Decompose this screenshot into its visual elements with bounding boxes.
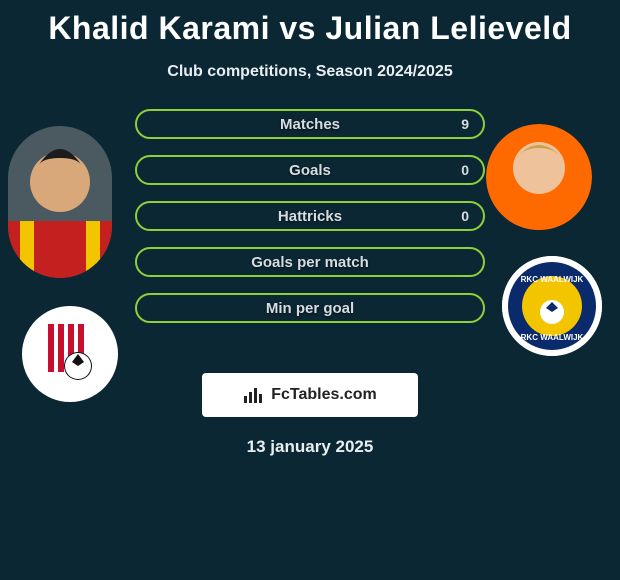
- player-left-portrait: [8, 126, 112, 278]
- stat-value: 9: [461, 116, 469, 132]
- svg-text:RKC WAALWIJK: RKC WAALWIJK: [521, 333, 584, 342]
- stat-bar: Matches 9: [135, 109, 485, 139]
- stat-label: Hattricks: [278, 208, 342, 225]
- stat-label: Min per goal: [266, 300, 354, 317]
- stat-value: 0: [461, 162, 469, 178]
- stat-bar: Goals 0: [135, 155, 485, 185]
- player-right-club-crest: RKC WAALWIJK RKC WAALWIJK: [502, 256, 602, 356]
- stat-bar: Hattricks 0: [135, 201, 485, 231]
- stat-label: Matches: [280, 116, 340, 133]
- player-left-club-crest: [22, 306, 118, 402]
- source-badge: FcTables.com: [202, 373, 418, 417]
- source-label: FcTables.com: [271, 386, 377, 404]
- stat-value: 0: [461, 208, 469, 224]
- stat-bars: Matches 9 Goals 0 Hattricks 0 Goals per …: [135, 109, 485, 323]
- svg-text:RKC WAALWIJK: RKC WAALWIJK: [521, 275, 584, 284]
- subtitle: Club competitions, Season 2024/2025: [0, 63, 620, 81]
- date-label: 13 january 2025: [0, 437, 620, 457]
- stat-bar: Goals per match: [135, 247, 485, 277]
- player-right-portrait: [486, 124, 592, 230]
- bars-icon: [243, 386, 265, 404]
- stat-label: Goals per match: [251, 254, 369, 271]
- stat-label: Goals: [289, 162, 331, 179]
- page-title: Khalid Karami vs Julian Lelieveld: [0, 0, 620, 47]
- stat-bar: Min per goal: [135, 293, 485, 323]
